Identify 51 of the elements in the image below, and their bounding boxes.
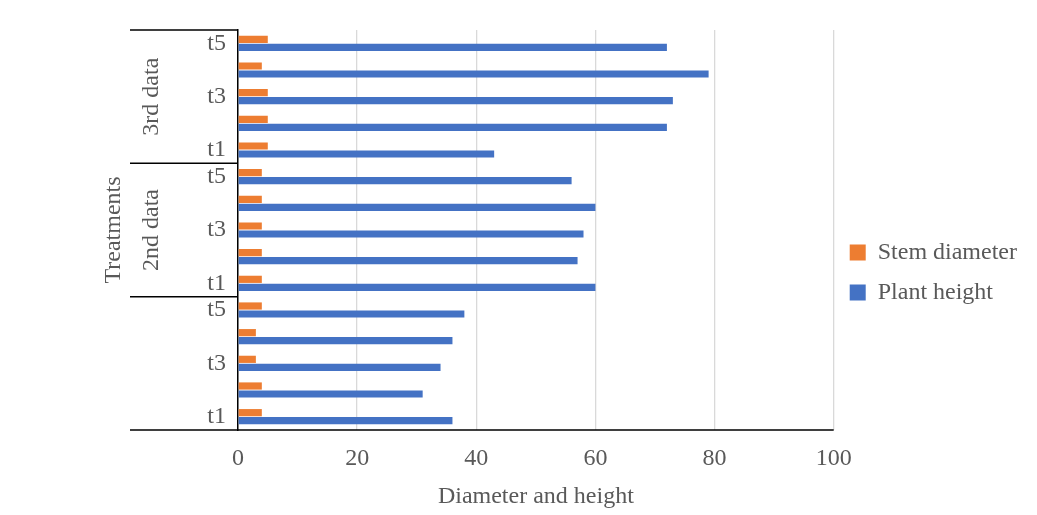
bar	[238, 35, 268, 43]
y-tick-label: t5	[207, 28, 226, 55]
text: 3rd data	[137, 57, 164, 136]
bar	[238, 355, 256, 363]
x-tick-label: 20	[345, 443, 370, 470]
bar	[238, 302, 262, 310]
bar	[238, 310, 465, 318]
bar	[238, 123, 667, 131]
y-tick-label: t3	[207, 215, 226, 242]
bar	[238, 169, 262, 177]
bar	[238, 62, 262, 70]
y-tick-label: t1	[207, 401, 226, 428]
bar	[238, 142, 268, 150]
bar	[238, 150, 495, 158]
bar	[238, 222, 262, 230]
y-tick-label: t3	[207, 81, 226, 108]
bar	[238, 177, 572, 185]
bar	[238, 390, 423, 398]
bar	[238, 409, 262, 417]
bar	[238, 249, 262, 257]
bar	[238, 363, 441, 371]
bar	[238, 97, 673, 105]
y-tick-label: t1	[207, 268, 226, 295]
legend-label: Plant height	[877, 277, 994, 304]
x-tick-label: 100	[815, 443, 852, 470]
bar	[238, 70, 709, 78]
bar	[238, 89, 268, 97]
text: 2nd data	[137, 188, 164, 271]
bar	[238, 43, 667, 51]
bar	[238, 283, 596, 291]
bar	[238, 203, 596, 211]
bar	[238, 230, 584, 238]
legend-label: Stem diameter	[877, 237, 1018, 264]
bar	[238, 417, 453, 425]
x-tick-label: 60	[583, 443, 608, 470]
bar	[238, 257, 578, 265]
bar	[238, 382, 262, 390]
x-axis-title: Diameter and height	[437, 481, 635, 508]
bar	[238, 115, 268, 123]
y-axis-title: Treatments	[98, 176, 125, 284]
x-tick-label: 40	[464, 443, 489, 470]
y-tick-label: t1	[207, 135, 226, 162]
x-tick-label: 80	[702, 443, 727, 470]
y-tick-label: t5	[207, 161, 226, 188]
y-tick-label: t5	[207, 295, 226, 322]
bar	[238, 195, 262, 203]
x-tick-label: 0	[232, 443, 244, 470]
y-tick-label: t3	[207, 348, 226, 375]
bar	[238, 275, 262, 283]
bar	[238, 337, 453, 345]
bar	[238, 329, 256, 337]
